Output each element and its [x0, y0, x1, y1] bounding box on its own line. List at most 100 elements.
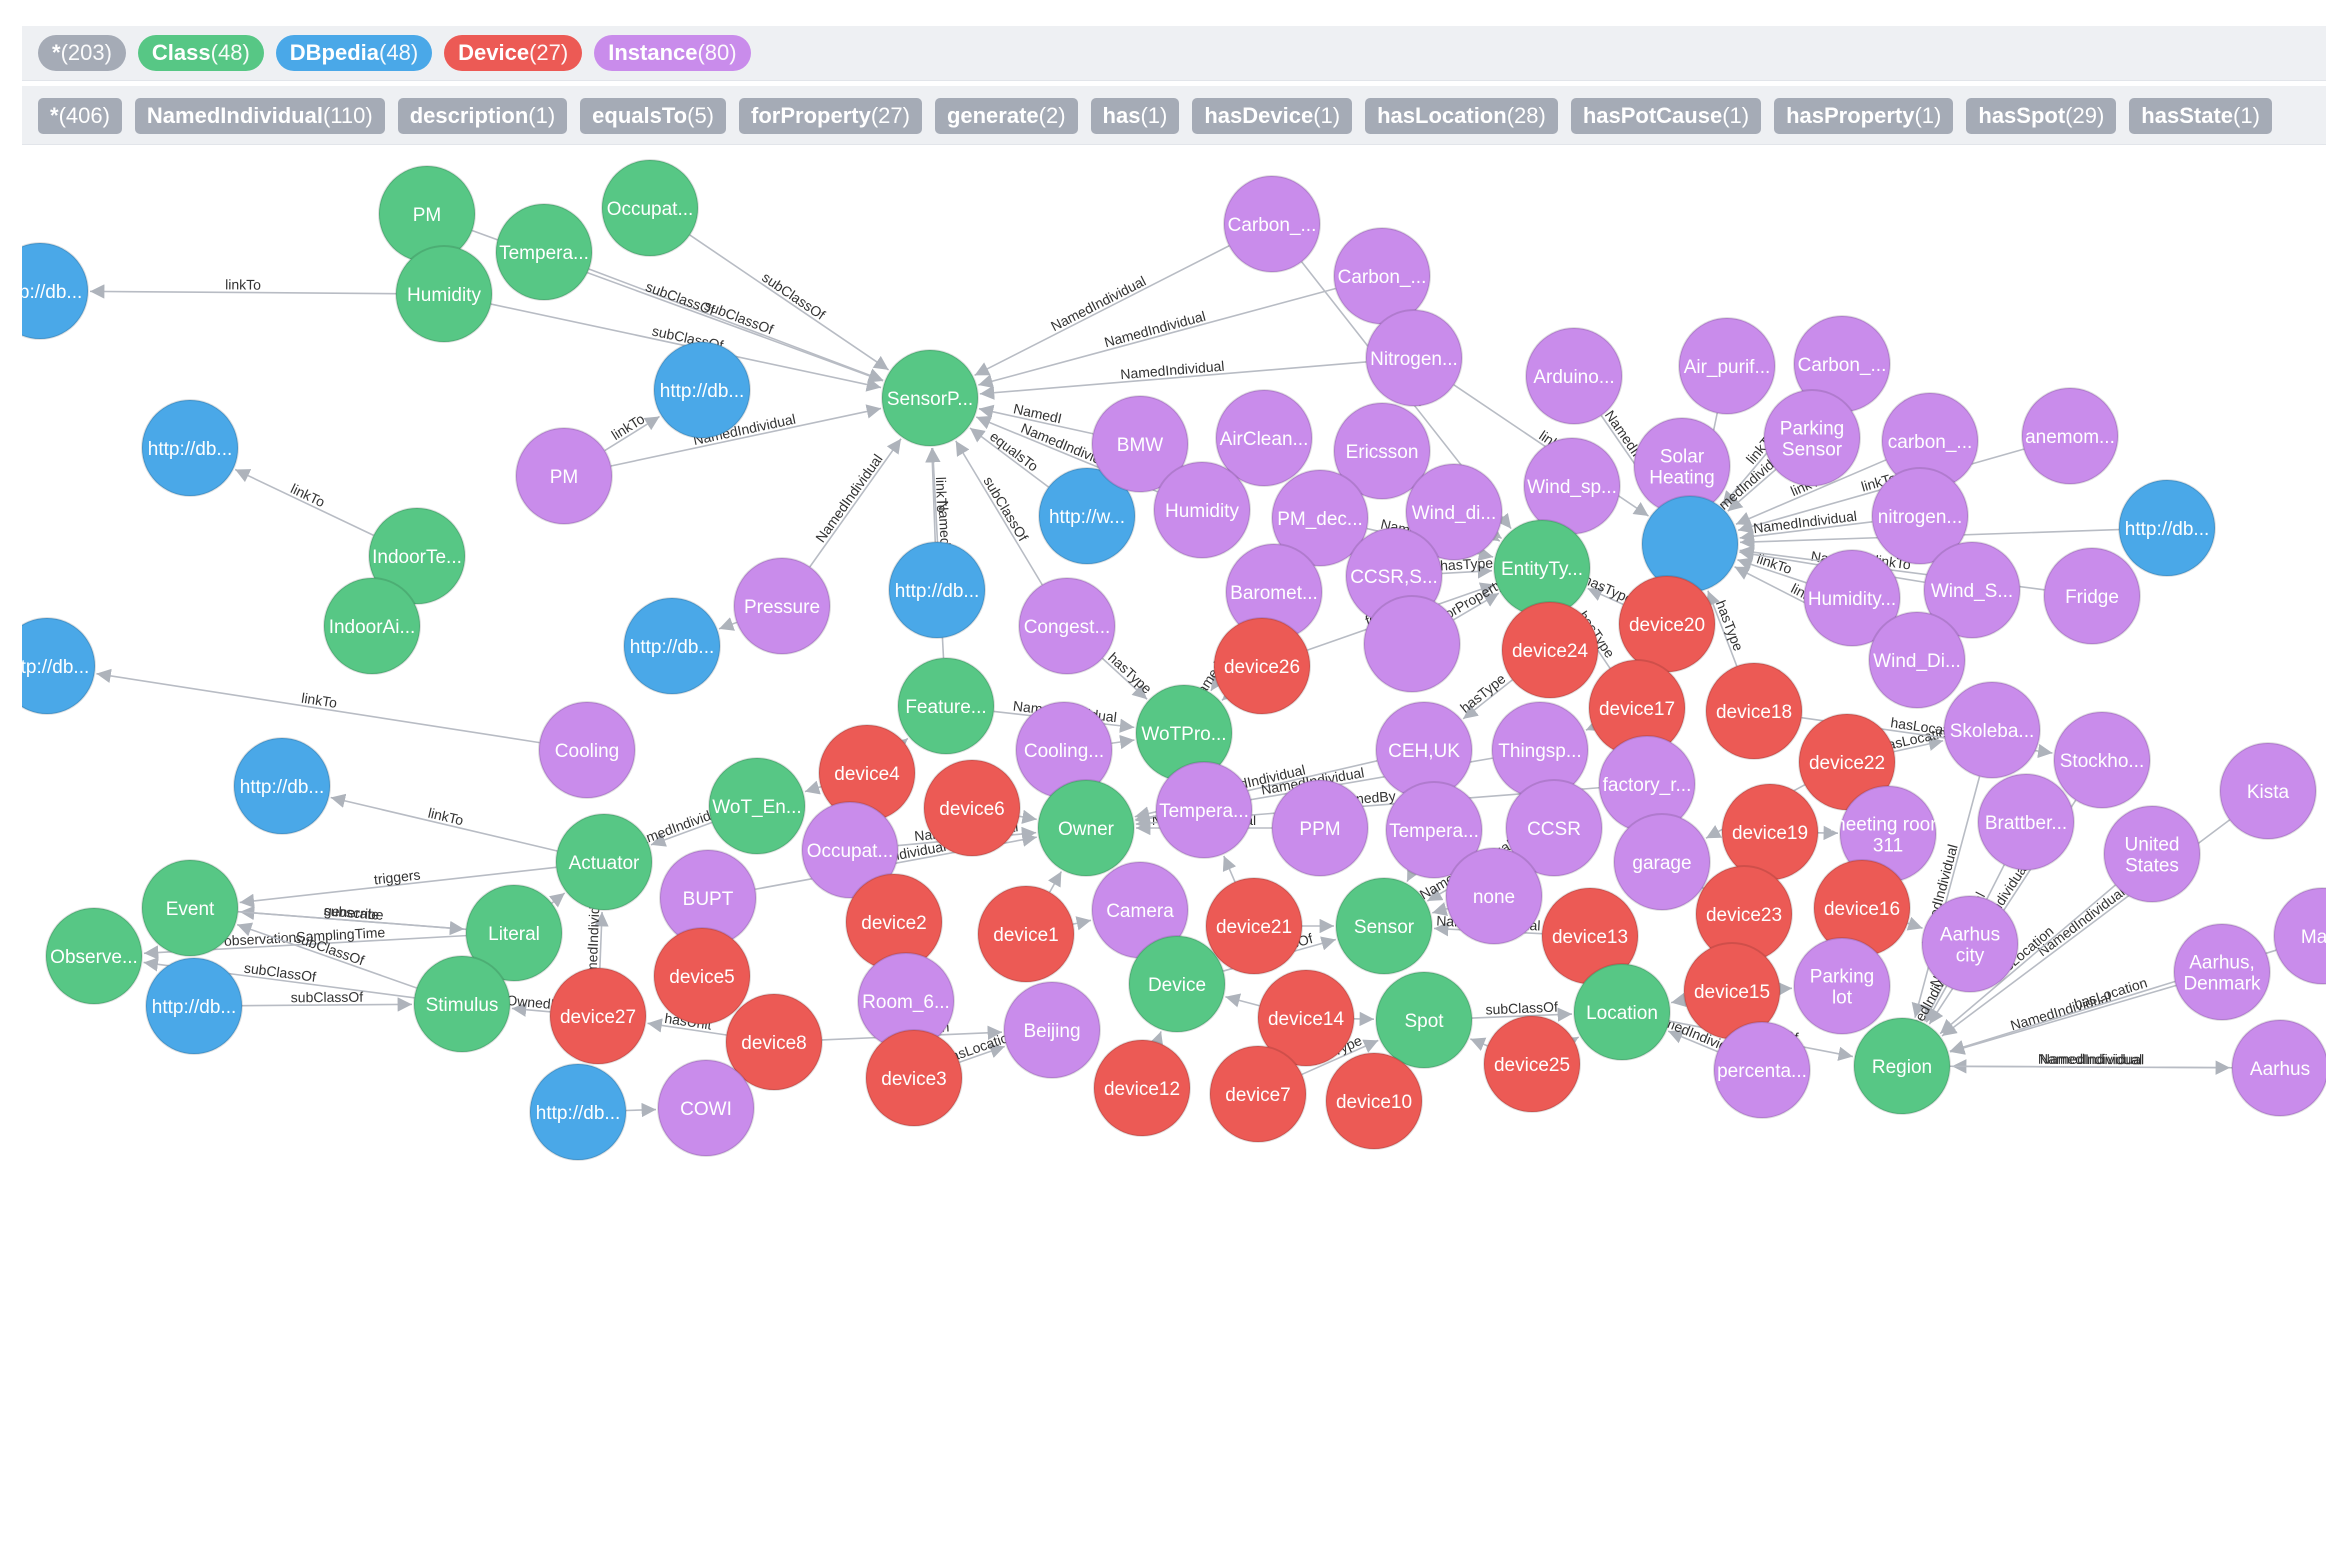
- graph-node-dbpedia[interactable]: http://db...: [2118, 479, 2216, 577]
- relationship-edge[interactable]: [1777, 981, 1793, 997]
- graph-node-class[interactable]: Location: [1573, 963, 1671, 1061]
- relationship-edge[interactable]: [1432, 902, 1449, 917]
- graph-node-class[interactable]: Event: [141, 859, 239, 957]
- relationship-edge[interactable]: [1906, 916, 1923, 931]
- graph-node-instance[interactable]: Wind_di...: [1405, 463, 1503, 561]
- graph-node-class[interactable]: EntityTy...: [1493, 519, 1591, 617]
- relationship-edge[interactable]: linkTo: [925, 447, 950, 543]
- graph-node-instance[interactable]: Arduino...: [1525, 327, 1623, 425]
- graph-node-dbpedia[interactable]: http://db...: [888, 541, 986, 639]
- graph-node-instance[interactable]: anemom...: [2021, 387, 2119, 485]
- graph-node-device[interactable]: device16: [1813, 859, 1911, 957]
- graph-node-instance[interactable]: AirClean...: [1215, 389, 1313, 487]
- node-label-pill[interactable]: Class (48): [137, 35, 264, 71]
- graph-node-instance[interactable]: garage: [1613, 813, 1711, 911]
- relationship-type-tag[interactable]: hasPotCause (1): [1570, 98, 1762, 134]
- relationship-edge[interactable]: [1562, 1036, 1580, 1051]
- graph-node-instance[interactable]: [1363, 595, 1461, 693]
- relationship-edge[interactable]: [1149, 1031, 1164, 1048]
- graph-node-device[interactable]: device3: [865, 1029, 963, 1127]
- relationship-edge[interactable]: subClassOf: [1471, 999, 1573, 1022]
- graph-node-device[interactable]: device17: [1588, 659, 1686, 757]
- graph-node-device[interactable]: device14: [1257, 969, 1355, 1067]
- graph-node-instance[interactable]: Baromet...: [1225, 543, 1323, 641]
- node-label-pill[interactable]: * (203): [38, 35, 126, 71]
- relationship-edge[interactable]: hasType: [1457, 670, 1513, 720]
- graph-node-instance[interactable]: Humidity...: [1803, 549, 1901, 647]
- graph-node-instance[interactable]: Tempera...: [1385, 781, 1483, 879]
- relationship-edge[interactable]: [804, 780, 822, 795]
- graph-node-instance[interactable]: Pressure: [733, 557, 831, 655]
- graph-node-instance[interactable]: Congest...: [1018, 577, 1116, 675]
- relationship-edge[interactable]: [548, 892, 566, 908]
- graph-node-class[interactable]: Observe...: [45, 907, 143, 1005]
- relationship-edge[interactable]: [1221, 685, 1238, 702]
- graph-node-device[interactable]: device15: [1683, 942, 1781, 1040]
- graph-node-instance[interactable]: Fridge: [2043, 547, 2141, 645]
- graph-node-instance[interactable]: nitrogen...: [1871, 467, 1969, 565]
- relationship-edge[interactable]: [1585, 717, 1602, 732]
- relationship-edge[interactable]: NamedIndividual: [1949, 1051, 2231, 1075]
- relationship-type-tag[interactable]: hasDevice (1): [1192, 98, 1353, 134]
- graph-node-device[interactable]: device7: [1209, 1045, 1307, 1143]
- relationship-edge[interactable]: [1019, 809, 1037, 824]
- relationship-edge[interactable]: [1470, 1037, 1488, 1051]
- graph-node-device[interactable]: device23: [1695, 865, 1793, 963]
- node-label-pill[interactable]: DBpedia (48): [275, 35, 433, 71]
- relationship-type-tag[interactable]: equalsTo (5): [580, 98, 727, 134]
- relationship-type-tag[interactable]: * (406): [38, 98, 122, 134]
- graph-node-instance[interactable]: Brattber...: [1977, 773, 2075, 871]
- graph-node-class[interactable]: Literal: [465, 884, 563, 982]
- graph-node-dbpedia[interactable]: http://db...: [22, 617, 96, 715]
- graph-node-instance[interactable]: Stockho...: [2053, 711, 2151, 809]
- graph-node-instance[interactable]: percenta...: [1713, 1021, 1811, 1119]
- relationship-edge[interactable]: linkTo: [234, 468, 374, 537]
- graph-node-instance[interactable]: United States: [2103, 805, 2201, 903]
- graph-node-instance[interactable]: Wind_Di...: [1868, 611, 1966, 709]
- graph-node-instance[interactable]: Ma...: [2273, 887, 2326, 985]
- graph-node-device[interactable]: device12: [1093, 1039, 1191, 1137]
- graph-node-class[interactable]: IndoorTe...: [368, 507, 466, 605]
- relationship-edge[interactable]: NamedIndividual: [1739, 508, 1873, 544]
- graph-node-dbpedia[interactable]: http://db...: [653, 341, 751, 439]
- relationship-edge[interactable]: NamedIndividual: [583, 887, 609, 992]
- graph-node-device[interactable]: device25: [1483, 1015, 1581, 1113]
- graph-node-device[interactable]: device10: [1325, 1052, 1423, 1150]
- graph-node-instance[interactable]: Thingsp...: [1491, 701, 1589, 799]
- graph-node-device[interactable]: device26: [1213, 617, 1311, 715]
- graph-node-device[interactable]: device24: [1501, 601, 1599, 699]
- graph-node-instance[interactable]: Nitrogen...: [1365, 309, 1463, 407]
- graph-node-instance[interactable]: CCSR: [1505, 779, 1603, 877]
- graph-node-instance[interactable]: Aarhus: [2231, 1019, 2326, 1117]
- relationship-type-tag[interactable]: forProperty (27): [739, 98, 922, 134]
- relationship-edge[interactable]: [1406, 865, 1421, 883]
- relationship-edge[interactable]: linkTo: [89, 276, 397, 299]
- relationship-type-tag[interactable]: NamedIndividual (110): [134, 98, 385, 134]
- graph-node-dbpedia[interactable]: http://db...: [141, 399, 239, 497]
- graph-node-instance[interactable]: BMW: [1091, 395, 1189, 493]
- graph-node-class[interactable]: Device: [1128, 935, 1226, 1033]
- relationship-edge[interactable]: [718, 617, 738, 631]
- graph-node-instance[interactable]: BUPT: [659, 849, 757, 947]
- graph-node-instance[interactable]: Beijing: [1003, 981, 1101, 1079]
- relationship-edge[interactable]: [1111, 734, 1135, 750]
- graph-node-instance[interactable]: carbon_...: [1881, 392, 1979, 490]
- graph-node-dbpedia[interactable]: http://db...: [145, 957, 243, 1055]
- graph-node-class[interactable]: Tempera...: [495, 203, 593, 301]
- node-label-pill[interactable]: Instance (80): [594, 35, 751, 71]
- graph-node-class[interactable]: Stimulus: [413, 955, 511, 1053]
- relationship-edge[interactable]: isOwnedBy: [496, 991, 568, 1017]
- graph-node-instance[interactable]: Ericsson: [1333, 402, 1431, 500]
- graph-node-class[interactable]: PM: [378, 165, 476, 263]
- relationship-edge[interactable]: [1225, 993, 1260, 1008]
- graph-node-instance[interactable]: PM_dec...: [1271, 469, 1369, 567]
- graph-node-class[interactable]: Owner: [1037, 779, 1135, 877]
- relationship-edge[interactable]: subClassOf: [241, 989, 413, 1012]
- graph-node-device[interactable]: device4: [818, 724, 916, 822]
- relationship-edge[interactable]: NamedIndividual: [809, 438, 902, 568]
- relationship-type-tag[interactable]: generate (2): [934, 98, 1078, 134]
- relationship-edge[interactable]: NamedIndividual: [1949, 984, 2177, 1055]
- graph-node-device[interactable]: device13: [1541, 887, 1639, 985]
- graph-node-class[interactable]: SensorP...: [881, 349, 979, 447]
- relationship-edge[interactable]: [1222, 855, 1237, 883]
